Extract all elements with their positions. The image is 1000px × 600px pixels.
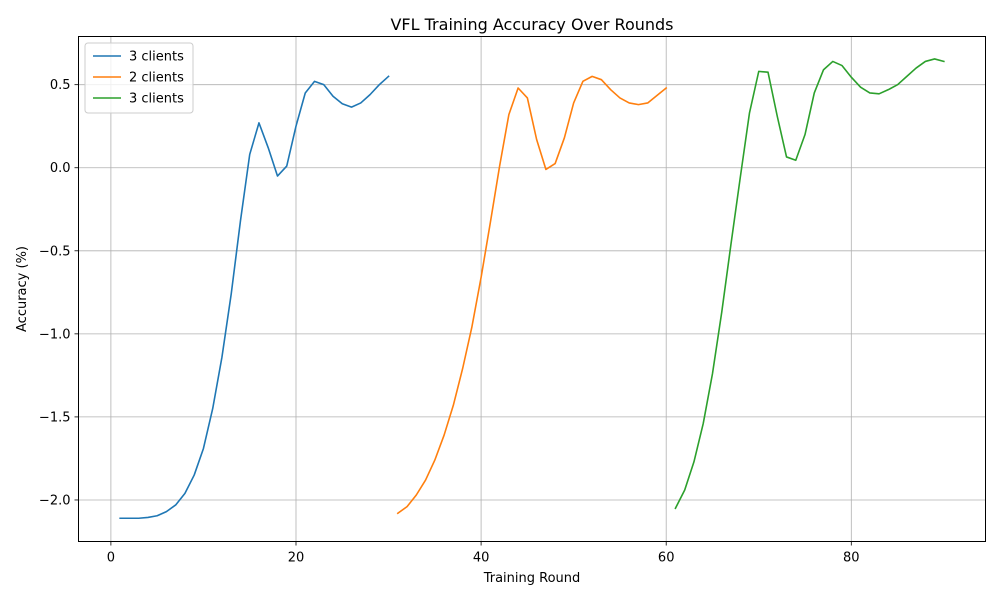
series-line-3	[674, 58, 945, 510]
legend-label-3: 3 clients	[129, 92, 184, 107]
x-axis-label: Training Round	[483, 571, 581, 586]
legend: 3 clients 2 clients 3 clients	[84, 42, 194, 114]
axis-ticks: 0 20 40 60 80 −2.0 −1.5 −1.0 −0.5 0.0 0.5	[39, 78, 860, 565]
y-tick-label: −0.5	[39, 244, 71, 259]
x-tick-label: 80	[843, 551, 860, 566]
plot-frame	[78, 36, 986, 542]
y-tick-label: −2.0	[39, 493, 71, 508]
series-line-1	[119, 75, 390, 520]
legend-box	[84, 42, 194, 114]
legend-label-1: 3 clients	[129, 50, 184, 65]
y-axis-label: Accuracy (%)	[15, 246, 30, 332]
y-tick-label: 0.5	[50, 78, 71, 93]
grid-lines	[78, 36, 986, 542]
series-line-2	[396, 75, 668, 515]
y-tick-label: −1.5	[39, 410, 71, 425]
legend-label-2: 2 clients	[129, 71, 184, 86]
x-tick-label: 60	[658, 551, 675, 566]
y-tick-label: −1.0	[39, 327, 71, 342]
series-lines	[119, 58, 945, 520]
chart-title: VFL Training Accuracy Over Rounds	[390, 15, 673, 34]
x-tick-label: 40	[473, 551, 490, 566]
x-tick-label: 0	[107, 551, 115, 566]
x-tick-label: 20	[288, 551, 305, 566]
y-tick-label: 0.0	[50, 161, 71, 176]
